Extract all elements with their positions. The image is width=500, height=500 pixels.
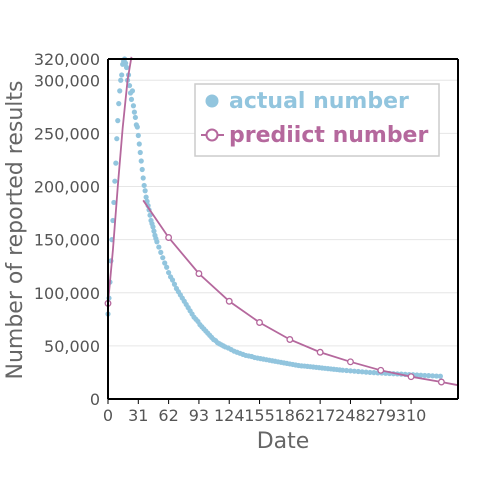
x-tick-label: 186 xyxy=(275,406,306,425)
y-tick-label: 0 xyxy=(90,390,100,409)
actual-point xyxy=(340,367,346,373)
x-tick-label: 0 xyxy=(103,406,113,425)
actual-point xyxy=(134,124,140,130)
actual-point xyxy=(131,109,137,115)
actual-point xyxy=(414,372,420,378)
predicted-marker xyxy=(286,336,294,343)
y-tick-label: 50,000 xyxy=(44,337,100,356)
legend-box xyxy=(194,83,440,157)
actual-point xyxy=(433,373,440,379)
actual-point xyxy=(136,141,142,147)
actual-point xyxy=(429,373,436,379)
axes xyxy=(107,58,459,404)
legend: actual number prediict number xyxy=(194,83,440,157)
actual-point xyxy=(150,224,156,230)
actual-point xyxy=(347,368,354,374)
predicted-marker xyxy=(225,297,233,305)
legend-label-predicted: prediict number xyxy=(229,123,428,148)
y-tick-label: 200,000 xyxy=(34,178,100,197)
actual-point xyxy=(123,64,130,71)
actual-point xyxy=(359,369,365,375)
predicted-marker xyxy=(195,270,203,278)
actual-point xyxy=(426,373,432,379)
actual-point xyxy=(112,178,118,184)
actual-point xyxy=(151,228,157,234)
actual-point xyxy=(169,277,176,283)
legend-marker-actual xyxy=(205,94,219,108)
actual-point xyxy=(140,175,146,181)
actual-point xyxy=(437,373,444,379)
actual-point xyxy=(115,118,121,124)
legend-marker-predicted xyxy=(205,128,219,142)
actual-point xyxy=(355,368,361,375)
actual-point xyxy=(422,372,428,379)
actual-point xyxy=(171,281,178,287)
y-tick-label: 150,000 xyxy=(34,231,100,250)
predicted-line xyxy=(107,56,133,304)
y-tick-label: 250,000 xyxy=(34,124,100,143)
actual-point xyxy=(119,72,125,78)
actual-point xyxy=(135,132,141,139)
actual-point xyxy=(111,199,117,206)
actual-point xyxy=(158,249,164,255)
actual-point xyxy=(142,188,148,194)
x-tick-label: 93 xyxy=(189,406,209,425)
actual-point xyxy=(130,103,137,109)
predicted-marker xyxy=(316,348,324,356)
actual-point xyxy=(156,244,162,250)
actual-point xyxy=(166,269,172,276)
predicted-marker xyxy=(407,373,415,381)
actual-point xyxy=(367,369,373,376)
actual-point xyxy=(147,212,153,218)
tick-labels: 0 50,000 100,000 150,000 200,000 250,000 300,0… xyxy=(34,50,427,425)
x-tick-label: 31 xyxy=(128,406,148,425)
actual-point xyxy=(118,77,124,83)
x-tick-label: 217 xyxy=(305,406,336,425)
y-axis-title: Number of reported results xyxy=(3,81,28,380)
actual-point xyxy=(126,82,133,89)
actual-point xyxy=(141,182,147,189)
actual-point xyxy=(132,114,138,121)
actual-point xyxy=(164,264,170,270)
y-tick-label: 320,000 xyxy=(34,50,100,69)
actual-point xyxy=(122,60,129,66)
actual-point xyxy=(116,101,122,107)
predicted-line xyxy=(142,199,459,387)
predicted-marker xyxy=(165,234,173,241)
actual-point xyxy=(363,369,369,375)
actual-point xyxy=(160,255,166,261)
x-tick-label: 248 xyxy=(335,406,366,425)
actual-point xyxy=(343,367,350,374)
actual-point xyxy=(113,160,119,166)
predicted-marker xyxy=(437,378,445,386)
actual-point xyxy=(129,88,136,94)
actual-point xyxy=(137,149,143,156)
legend-label-actual: actual number xyxy=(229,89,409,114)
actual-point xyxy=(114,136,120,142)
x-axis-title: Date xyxy=(257,429,310,454)
actual-point xyxy=(117,88,123,94)
actual-point xyxy=(351,368,357,374)
x-tick-label: 155 xyxy=(244,406,275,425)
x-tick-label: 62 xyxy=(158,406,178,425)
y-tick-label: 100,000 xyxy=(34,284,100,303)
x-tick-label: 310 xyxy=(396,406,427,425)
predicted-marker xyxy=(377,366,385,374)
x-tick-label: 124 xyxy=(214,406,245,425)
predicted-marker xyxy=(256,319,263,326)
actual-point xyxy=(139,166,145,173)
actual-point xyxy=(162,260,168,266)
actual-point xyxy=(138,158,144,164)
actual-point xyxy=(143,194,149,200)
y-tick-label: 300,000 xyxy=(34,71,100,90)
actual-point xyxy=(371,370,377,376)
x-tick-label: 279 xyxy=(365,406,396,425)
actual-point xyxy=(418,372,424,378)
actual-point xyxy=(154,239,160,245)
predicted-marker xyxy=(347,358,354,366)
actual-point xyxy=(128,96,135,102)
